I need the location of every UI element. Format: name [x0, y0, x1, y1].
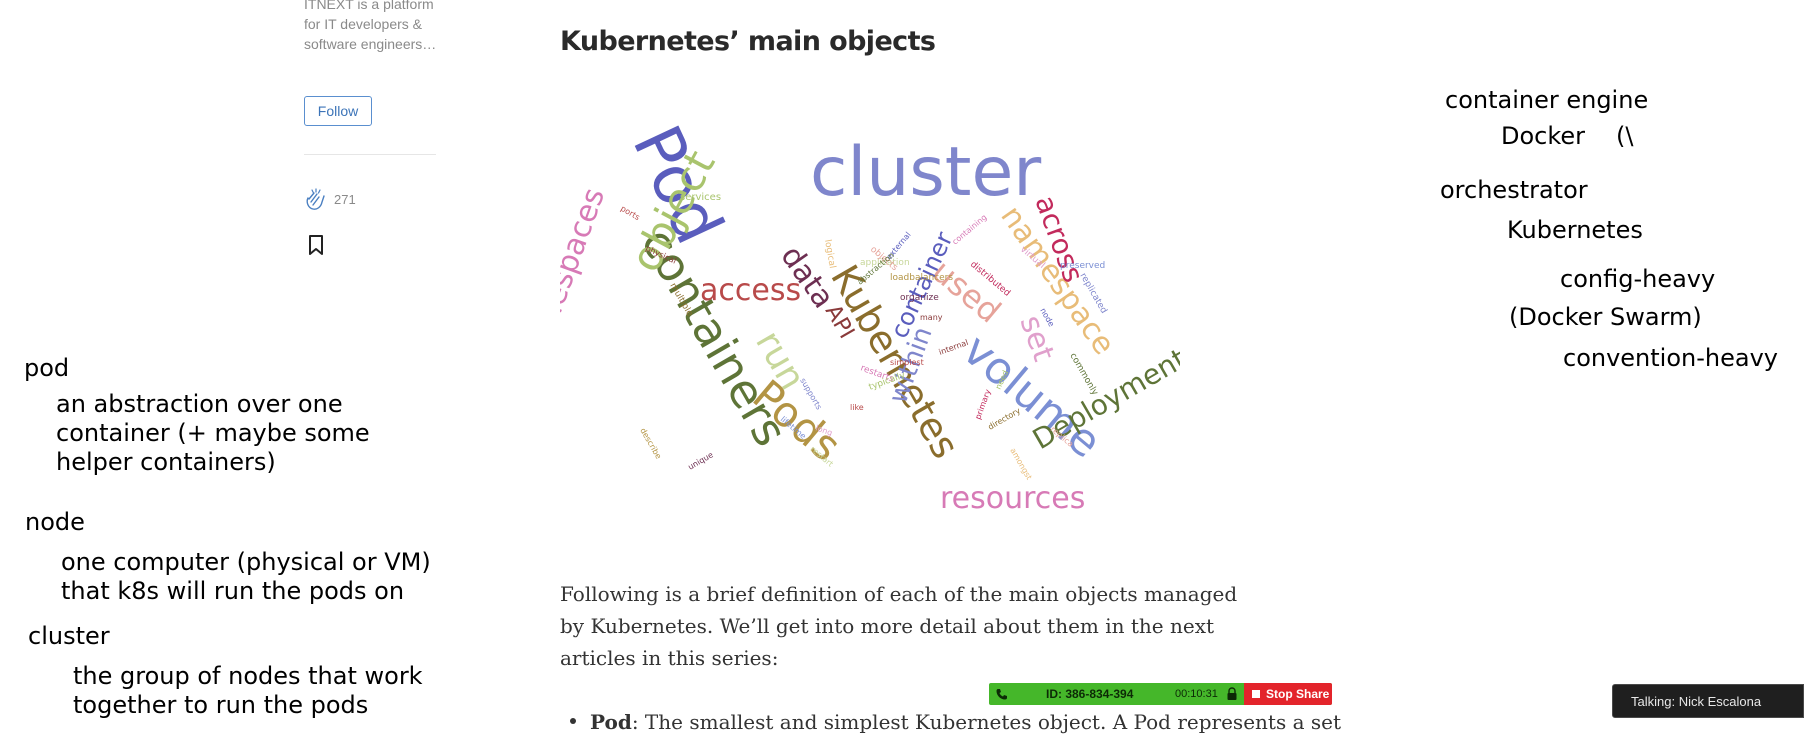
note-docker: Docker [1501, 122, 1586, 150]
note-convention-heavy: convention-heavy [1563, 344, 1778, 372]
note-pod-line-1: an abstraction over one [56, 390, 343, 418]
phone-icon[interactable] [995, 687, 1009, 701]
note-kubernetes: Kubernetes [1507, 216, 1643, 244]
word-cloud-word: preserved [1060, 261, 1105, 271]
share-timer: 00:10:31 [1175, 688, 1218, 700]
word-cloud-word: application [860, 258, 910, 268]
word-cloud-word: resources [940, 481, 1085, 516]
word-cloud-word: amongst [1008, 447, 1033, 482]
note-node-line-1: one computer (physical or VM) [61, 548, 431, 576]
note-node-title: node [25, 508, 85, 536]
article-paragraph: Following is a brief definition of each … [560, 582, 1238, 670]
screen-share-bar: ID: 386-834-394 00:10:31 Stop Share [989, 683, 1332, 705]
note-pod-line-3: helper containers) [56, 448, 276, 476]
word-cloud-word: logical [822, 239, 837, 269]
word-cloud-word: organize [900, 293, 939, 303]
note-config-heavy: config-heavy [1560, 265, 1716, 293]
stop-share-label: Stop Share [1266, 687, 1330, 701]
note-cluster-line-2: together to run the pods [73, 691, 369, 719]
word-cloud-word: ports [619, 204, 641, 222]
note-orchestrator: orchestrator [1440, 176, 1588, 204]
note-pod-line-2: container (+ maybe some [56, 419, 370, 447]
note-pod-title: pod [24, 354, 70, 382]
word-cloud-word: primary [973, 388, 992, 421]
bullet-dot [570, 718, 576, 724]
word-cloud-word: access [700, 273, 801, 308]
bullet-pod: Pod: The smallest and simplest Kubernete… [590, 706, 1341, 738]
word-cloud-word: services [680, 192, 721, 203]
bullet-description: : The smallest and simplest Kubernetes o… [631, 710, 1341, 734]
word-cloud-word: unique [687, 450, 715, 472]
talking-indicator: Talking: Nick Escalona [1612, 684, 1804, 718]
word-cloud-word: many [920, 313, 943, 322]
note-container-engine: container engine [1445, 86, 1649, 114]
word-cloud-word: namespaces [560, 183, 612, 372]
note-cluster-title: cluster [28, 622, 110, 650]
clap-icon[interactable] [302, 186, 328, 212]
publication-description: ITNEXT is a platform for IT developers &… [304, 0, 437, 52]
word-cloud-word: directory [987, 406, 1023, 432]
note-node-line-2: that k8s will run the pods on [61, 577, 405, 605]
word-cloud-word: simplest [890, 358, 924, 367]
bullet-term: Pod [590, 710, 632, 734]
sidebar-divider [304, 154, 436, 155]
article-heading: Kubernetes’ main objects [560, 26, 936, 57]
clap-count: 271 [334, 192, 356, 207]
note-cluster-line-1: the group of nodes that work [73, 662, 423, 690]
word-cloud-word: containing [951, 213, 989, 247]
follow-button[interactable]: Follow [304, 96, 372, 126]
note-docker-swarm: (Docker Swarm) [1509, 303, 1702, 331]
note-docker-paren: (\ [1616, 122, 1634, 150]
word-cloud-word: like [850, 403, 864, 412]
word-cloud-word: loadbalancers [890, 273, 953, 283]
stop-share-button[interactable]: Stop Share [1244, 683, 1332, 705]
session-id: ID: 386-834-394 [1046, 687, 1134, 701]
lock-icon [1227, 687, 1237, 700]
word-cloud-word: cluster [810, 133, 1041, 212]
stop-icon [1252, 690, 1260, 698]
word-cloud-word: describe [638, 427, 663, 461]
bookmark-icon[interactable] [306, 234, 326, 256]
